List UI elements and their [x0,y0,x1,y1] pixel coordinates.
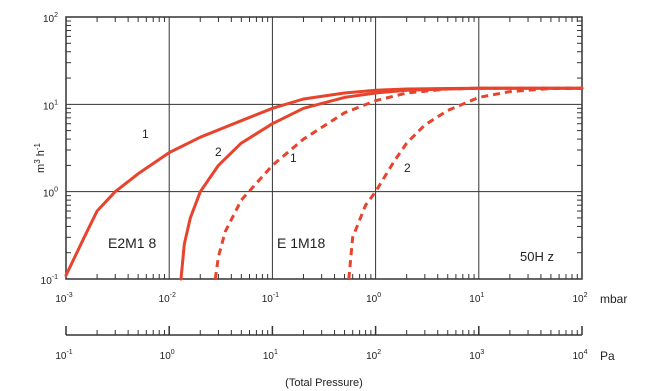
frequency-label: 50H z [520,249,554,264]
pa-axis: 10-1 100 101 102 103 104 [55,326,588,362]
group-label-e2m18: E2M1 8 [108,235,156,251]
y-tick-label: 100 [43,187,58,200]
y-tick-label: 102 [43,12,58,25]
x-tick-label: 102 [572,292,587,305]
curve-label-1a: 1 [142,127,149,141]
x-tick-labels: 10-3 10-2 10-1 100 101 102 [55,292,587,305]
grid [66,17,582,279]
y-tick-label: 10-1 [41,274,58,287]
y-tick-label: 101 [43,99,58,112]
x-tick-label: 10-3 [55,292,72,305]
x2-unit-pa: Pa [600,349,615,363]
x-unit-mbar: mbar [600,292,627,306]
curve-label-1b: 1 [290,151,297,165]
x-tick-label: 10-1 [262,292,279,305]
pa-tick-label: 103 [469,349,484,362]
x-tick-label: 10-2 [159,292,176,305]
plot-frame [65,16,583,280]
y-axis-label: m3 h-1 [33,142,47,172]
pa-tick-label: 104 [572,349,587,362]
group-label-e1m18: E 1M18 [277,235,325,251]
minor-ticks [66,17,582,279]
series-line-e1m18-1 [213,86,582,280]
curve-label-2a: 2 [215,145,222,159]
y-tick-labels: 10-1 100 101 102 [41,12,58,287]
series-line-e2m18-2 [179,86,584,281]
x-axis-title: (Total Pressure) [285,377,363,389]
x-tick-label: 101 [469,292,484,305]
curves [64,86,584,281]
pa-tick-label: 10-1 [55,349,72,362]
pa-tick-label: 101 [263,349,278,362]
x-tick-label: 100 [366,292,381,305]
curve-label-2b: 2 [404,161,411,175]
pa-tick-label: 102 [366,349,381,362]
pa-tick-label: 100 [160,349,175,362]
